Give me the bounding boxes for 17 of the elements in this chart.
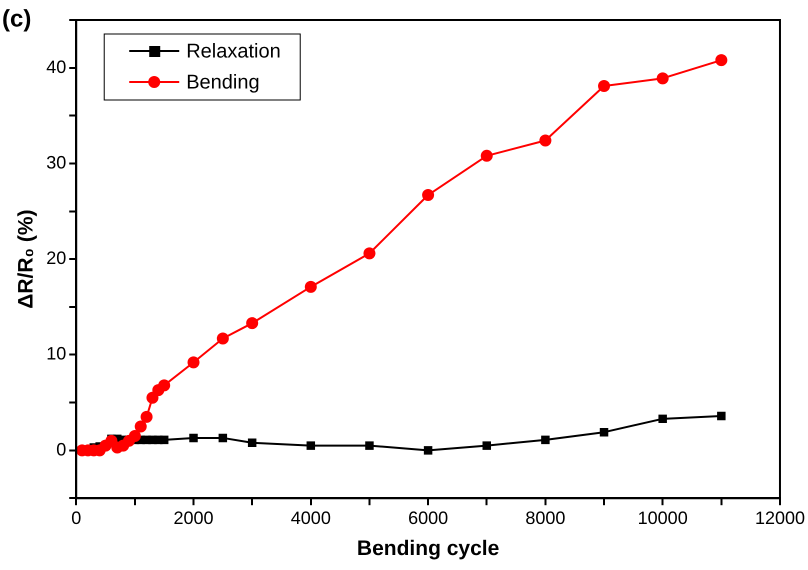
y-tick-label: 0 <box>56 439 66 460</box>
x-axis-title: Bending cycle <box>356 537 500 560</box>
legend-label: Bending <box>186 72 260 94</box>
y-tick-label: 30 <box>46 152 66 172</box>
y-tick-label: 20 <box>46 248 66 268</box>
x-tick-label: 8000 <box>525 508 566 528</box>
x-tick-label: 2000 <box>173 508 214 528</box>
legend-label: Relaxation <box>186 40 281 63</box>
text: (c) <box>2 6 32 33</box>
y-tick-label: 10 <box>46 344 66 364</box>
y-axis-title: ΔR/R₀ (%) <box>14 209 38 309</box>
x-tick-label: 6000 <box>408 508 448 528</box>
x-tick-label: 4000 <box>290 508 331 528</box>
x-tick-label: 0 <box>71 508 82 528</box>
x-tick-label: 12000 <box>754 508 806 528</box>
x-tick-label: 10000 <box>638 508 688 528</box>
y-tick-label: 40 <box>46 56 66 77</box>
